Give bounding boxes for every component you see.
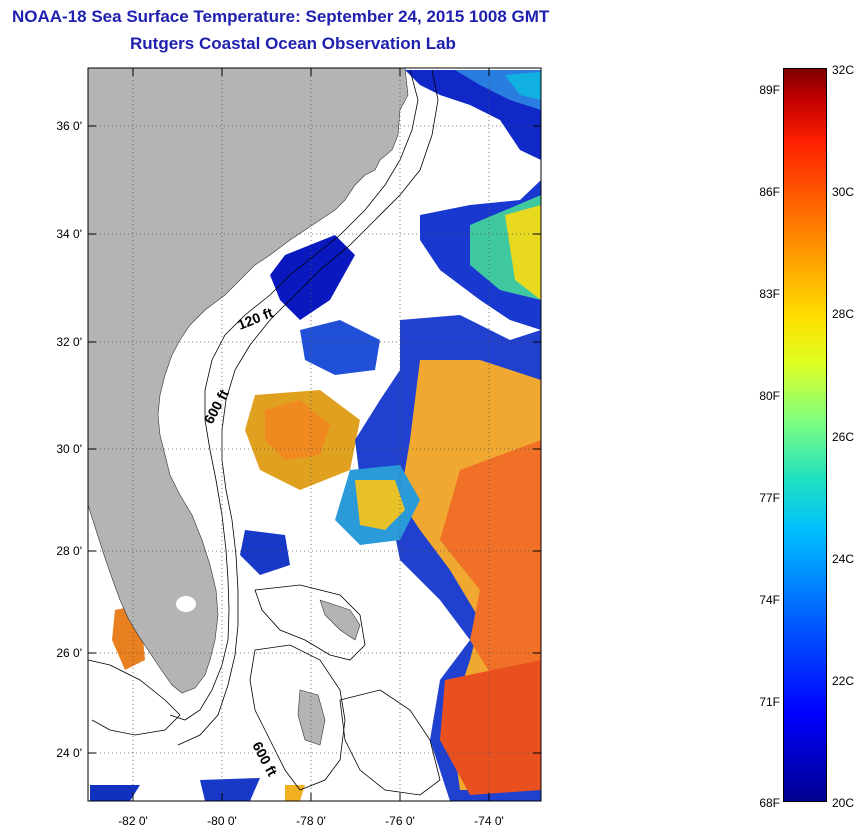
lon-label-76: -76 0'	[385, 814, 415, 828]
map-title: NOAA-18 Sea Surface Temperature: Septemb…	[12, 7, 550, 26]
sst-data-layer	[90, 70, 541, 801]
axis-ticks	[88, 68, 541, 801]
map-subtitle: Rutgers Coastal Ocean Observation Lab	[130, 34, 456, 53]
colorbar-f-77: 77F	[759, 491, 780, 505]
colorbar-f-71: 71F	[759, 695, 780, 709]
lon-label-74: -74 0'	[474, 814, 504, 828]
lon-label-78: -78 0'	[296, 814, 326, 828]
lon-label-82: -82 0'	[118, 814, 148, 828]
bathymetry-contours	[87, 69, 441, 796]
colorbar-f-89: 89F	[759, 83, 780, 97]
colorbar-c-32: 32C	[832, 63, 855, 77]
colorbar-f-68: 68F	[759, 796, 780, 810]
lake-okeechobee	[176, 596, 196, 612]
land-bahamas-1	[319, 599, 361, 641]
lat-label-30: 30 0'	[56, 442, 82, 456]
land-bahamas-2	[297, 689, 326, 746]
colorbar-c-22: 22C	[832, 674, 855, 688]
colorbar-c-24: 24C	[832, 552, 855, 566]
lat-label-36: 36 0'	[56, 119, 82, 133]
colorbar-f-86: 86F	[759, 185, 780, 199]
colorbar-c-28: 28C	[832, 307, 855, 321]
colorbar-f-80: 80F	[759, 389, 780, 403]
colorbar-c-20: 20C	[832, 796, 855, 810]
land-mainland	[87, 67, 409, 694]
lat-label-34: 34 0'	[56, 227, 82, 241]
lat-label-32: 32 0'	[56, 335, 82, 349]
colorbar-f-74: 74F	[759, 593, 780, 607]
map-frame	[87, 67, 542, 802]
colorbar-c-30: 30C	[832, 185, 855, 199]
lat-label-24: 24 0'	[56, 746, 82, 760]
lat-label-26: 26 0'	[56, 646, 82, 660]
temperature-colorbar	[783, 68, 827, 802]
lat-label-28: 28 0'	[56, 544, 82, 558]
colorbar-c-26: 26C	[832, 430, 855, 444]
lon-label-80: -80 0'	[207, 814, 237, 828]
colorbar-f-83: 83F	[759, 287, 780, 301]
